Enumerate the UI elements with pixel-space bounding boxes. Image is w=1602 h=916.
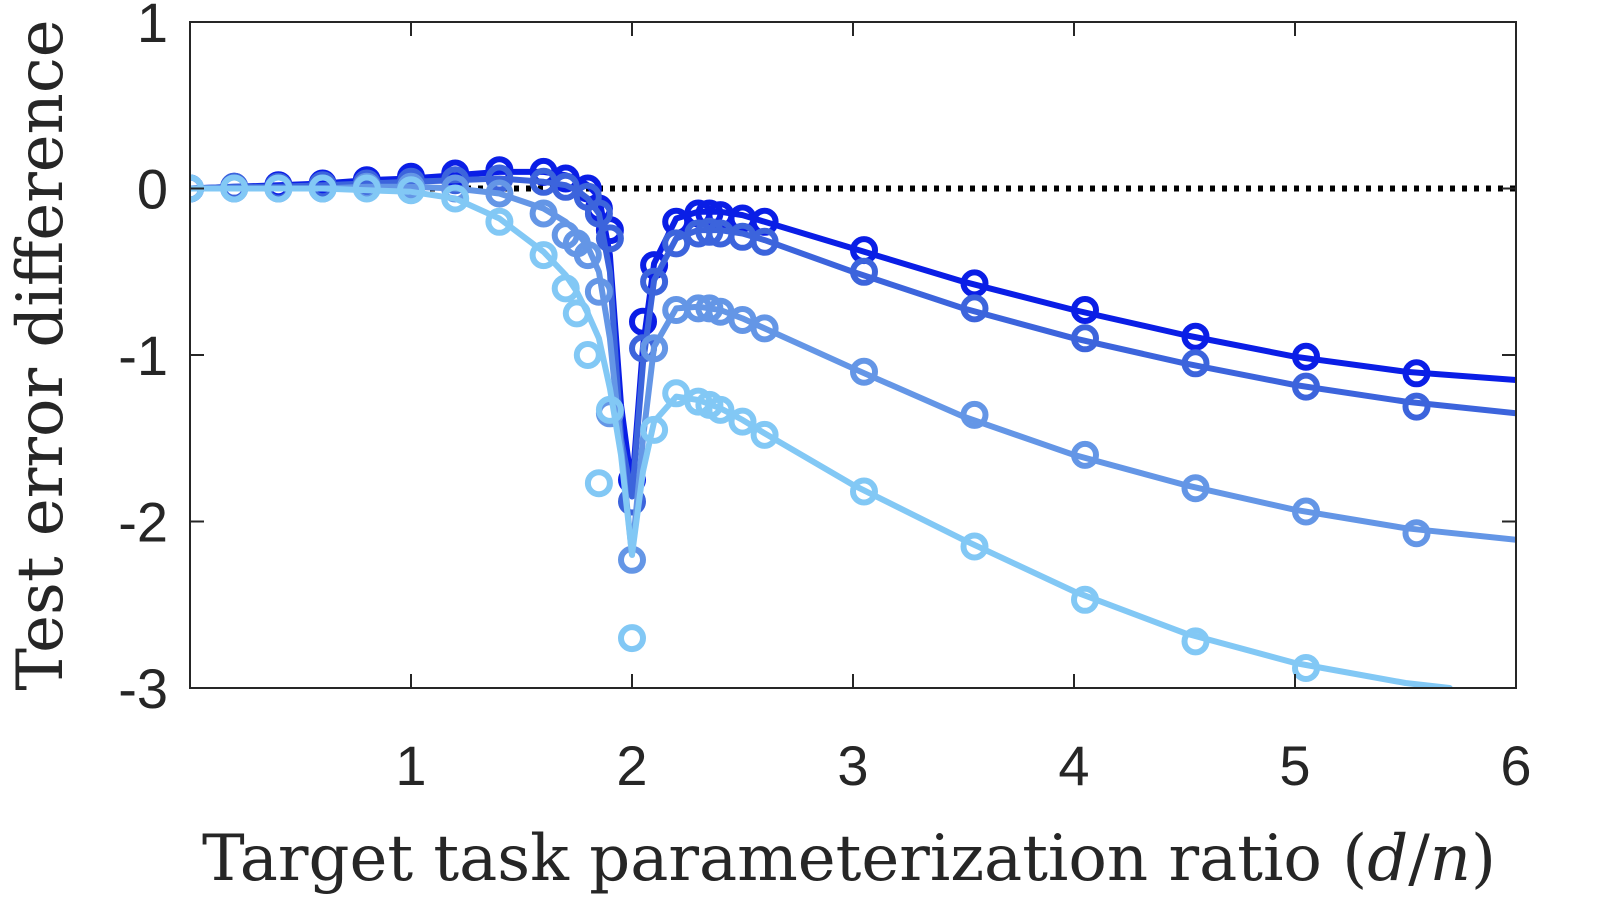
series-1-marker	[629, 307, 657, 336]
series-3-marker	[960, 400, 989, 429]
series-2-marker	[485, 164, 514, 193]
series-2-marker	[584, 199, 613, 228]
series-3-marker	[584, 277, 613, 306]
x-tick-label: 1	[395, 734, 426, 797]
series-2-marker	[1071, 324, 1099, 353]
y-tick-label: -3	[118, 657, 168, 720]
x-tick-label: 5	[1279, 734, 1310, 797]
series-4-marker	[1292, 654, 1320, 682]
y-tick-label: -1	[118, 324, 168, 387]
series-3-marker	[850, 357, 878, 386]
series-2-marker	[750, 227, 779, 256]
series-4-marker	[485, 207, 514, 236]
x-tick-label: 2	[616, 734, 647, 797]
series-3-marker	[485, 179, 514, 208]
x-axis-label-text: Target task parameterization ratio (	[202, 822, 1367, 896]
x-axis-label-var-d: d	[1367, 822, 1408, 896]
series-3-marker	[1292, 497, 1320, 526]
series-2-marker	[595, 224, 624, 253]
series-1-marker	[1181, 322, 1210, 351]
series-4-marker	[750, 420, 779, 449]
x-axis-label-var-n: n	[1430, 822, 1471, 896]
series-2-marker	[618, 487, 646, 516]
y-tick-label: 1	[137, 0, 168, 54]
series-3-marker	[529, 199, 558, 228]
series-4-marker	[551, 274, 580, 303]
series-4-marker	[562, 299, 591, 328]
series-2-marker	[551, 172, 580, 201]
series-4-marker	[1071, 585, 1099, 614]
series-4-marker	[640, 415, 669, 444]
series-4-marker	[706, 395, 735, 424]
series-4-marker	[1181, 627, 1210, 656]
series-4-marker	[352, 174, 381, 203]
series-4-marker	[441, 184, 470, 213]
series-3-marker	[1402, 519, 1431, 548]
series-4	[190, 174, 1453, 688]
series-2-marker	[662, 229, 691, 258]
x-axis-label-close: )	[1471, 822, 1496, 896]
series-3-marker	[573, 241, 602, 270]
series-3-marker	[1181, 474, 1210, 503]
series-1-marker	[1402, 359, 1431, 388]
series-4-marker	[584, 469, 613, 498]
series-1-marker	[1071, 296, 1099, 324]
series-4-marker	[618, 624, 646, 653]
x-tick-label: 4	[1058, 734, 1089, 797]
series-3-marker	[1071, 440, 1099, 469]
x-tick-label: 6	[1500, 734, 1531, 797]
series-2-marker	[640, 267, 669, 296]
series-4-marker	[728, 407, 757, 436]
series-2-marker	[850, 257, 878, 286]
series-3-marker	[750, 314, 779, 343]
series-4-marker	[220, 174, 249, 203]
series-2-marker	[1402, 392, 1431, 421]
x-axis-label-slash: /	[1408, 822, 1430, 896]
series-4-marker	[573, 341, 602, 369]
y-axis-label: Test error difference	[4, 19, 78, 690]
series-4-marker	[397, 176, 425, 205]
series-1-marker	[1292, 342, 1320, 371]
x-tick-label: 3	[837, 734, 868, 797]
series-4-marker	[264, 174, 293, 203]
series-4-marker	[529, 241, 558, 270]
series-2-marker	[695, 217, 724, 246]
series-4-line	[190, 185, 1453, 688]
series-3-marker	[640, 334, 669, 363]
series-2-marker	[1181, 349, 1210, 378]
series-2-marker	[960, 294, 989, 323]
series-2-marker	[1292, 372, 1320, 401]
series-4-marker	[308, 174, 337, 203]
y-tick-label: -2	[118, 491, 168, 554]
series-4-marker	[850, 477, 878, 506]
series-1-marker	[695, 199, 724, 228]
tick-layer: 1 2 3 4 5 6 -3 -2 -1 0 1	[118, 0, 1531, 797]
y-tick-label: 0	[137, 158, 168, 221]
x-axis-label: Target task parameterization ratio (d/n)	[202, 822, 1496, 896]
series-4-marker	[595, 395, 624, 424]
series-4-marker	[960, 532, 989, 561]
